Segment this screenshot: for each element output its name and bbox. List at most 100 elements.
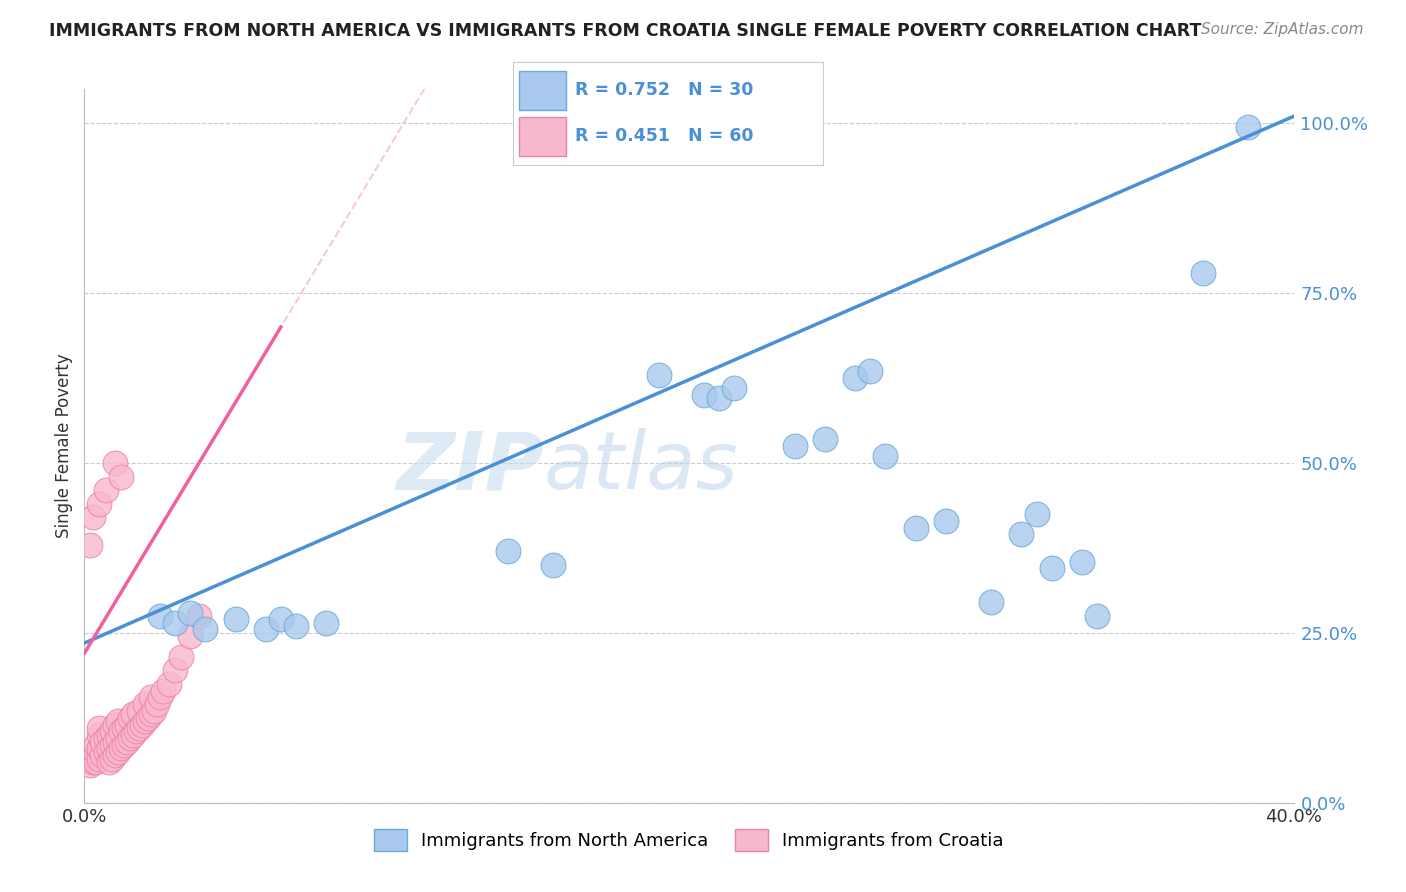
Point xyxy=(97,741,120,756)
Point xyxy=(89,741,111,756)
Point xyxy=(165,615,187,630)
Text: R = 0.451   N = 60: R = 0.451 N = 60 xyxy=(575,128,754,145)
Text: R = 0.752   N = 30: R = 0.752 N = 30 xyxy=(575,81,754,99)
Point xyxy=(225,612,247,626)
Point xyxy=(82,510,104,524)
Point xyxy=(100,724,122,739)
Point xyxy=(723,381,745,395)
Point xyxy=(118,711,141,725)
Point xyxy=(128,721,150,735)
Point xyxy=(152,683,174,698)
Y-axis label: Single Female Poverty: Single Female Poverty xyxy=(55,354,73,538)
Point xyxy=(100,738,122,752)
Point xyxy=(89,497,111,511)
Point xyxy=(89,721,111,735)
Point xyxy=(79,758,101,772)
Point xyxy=(97,728,120,742)
Point xyxy=(115,717,138,731)
Point xyxy=(1192,266,1215,280)
Text: IMMIGRANTS FROM NORTH AMERICA VS IMMIGRANTS FROM CROATIA SINGLE FEMALE POVERTY C: IMMIGRANTS FROM NORTH AMERICA VS IMMIGRA… xyxy=(49,22,1202,40)
Point xyxy=(1237,120,1260,134)
Point xyxy=(146,698,169,712)
Point xyxy=(107,731,129,746)
Point xyxy=(541,558,564,572)
Point xyxy=(139,690,162,705)
Point xyxy=(131,717,153,731)
Point xyxy=(86,745,108,759)
Point xyxy=(165,663,187,677)
Point xyxy=(935,514,957,528)
Point xyxy=(91,748,114,763)
FancyBboxPatch shape xyxy=(519,70,565,110)
Point xyxy=(496,544,519,558)
Point xyxy=(1025,507,1047,521)
Point xyxy=(980,595,1002,609)
Point xyxy=(121,707,143,722)
Point xyxy=(179,606,201,620)
Point xyxy=(134,714,156,729)
Point xyxy=(285,619,308,633)
Point xyxy=(104,717,127,731)
Point xyxy=(693,388,716,402)
Point xyxy=(139,707,162,722)
Point xyxy=(157,677,180,691)
Point xyxy=(89,728,111,742)
Point xyxy=(1040,561,1063,575)
Point xyxy=(94,731,117,746)
Legend: Immigrants from North America, Immigrants from Croatia: Immigrants from North America, Immigrant… xyxy=(367,822,1011,858)
Point xyxy=(170,649,193,664)
Point xyxy=(91,734,114,748)
Point xyxy=(86,755,108,769)
Point xyxy=(315,615,337,630)
Point xyxy=(110,741,132,756)
Point xyxy=(104,734,127,748)
Point xyxy=(859,364,882,378)
Text: Source: ZipAtlas.com: Source: ZipAtlas.com xyxy=(1201,22,1364,37)
Point xyxy=(79,537,101,551)
Point xyxy=(648,368,671,382)
Point xyxy=(112,738,135,752)
Point xyxy=(844,371,866,385)
Point xyxy=(194,623,217,637)
Point xyxy=(1085,608,1108,623)
Point xyxy=(1011,527,1033,541)
Point xyxy=(97,755,120,769)
Text: atlas: atlas xyxy=(544,428,738,507)
Point xyxy=(904,520,927,534)
Point xyxy=(814,432,837,446)
Text: ZIP: ZIP xyxy=(396,428,544,507)
Point xyxy=(179,629,201,643)
Point xyxy=(149,608,172,623)
Point xyxy=(118,731,141,746)
Point xyxy=(149,690,172,705)
Point xyxy=(115,734,138,748)
FancyBboxPatch shape xyxy=(519,117,565,156)
Point xyxy=(82,748,104,763)
Point xyxy=(82,755,104,769)
Point xyxy=(94,745,117,759)
Point xyxy=(254,623,277,637)
Point xyxy=(270,612,292,626)
Point xyxy=(104,456,127,470)
Point xyxy=(121,728,143,742)
Point xyxy=(125,724,148,739)
Point xyxy=(104,748,127,763)
Point xyxy=(709,392,731,406)
Point xyxy=(1071,555,1094,569)
Point xyxy=(89,751,111,765)
Point xyxy=(112,721,135,735)
Point xyxy=(188,608,211,623)
Point xyxy=(100,751,122,765)
Point xyxy=(142,704,165,718)
Point xyxy=(783,439,806,453)
Point xyxy=(110,724,132,739)
Point xyxy=(136,711,159,725)
Point xyxy=(107,714,129,729)
Point xyxy=(128,704,150,718)
Point xyxy=(86,738,108,752)
Point xyxy=(107,745,129,759)
Point xyxy=(94,483,117,498)
Point xyxy=(134,698,156,712)
Point xyxy=(875,449,897,463)
Point xyxy=(110,469,132,483)
